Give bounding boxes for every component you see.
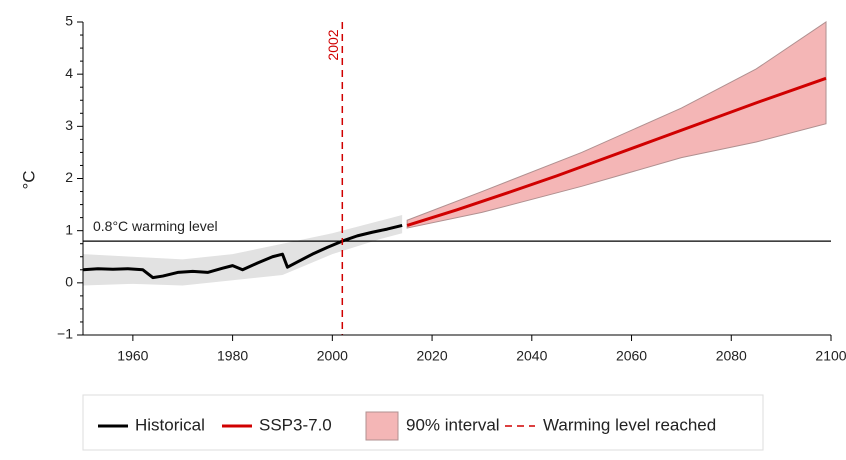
legend-label: Historical [135, 415, 205, 434]
x-tick-label: 2000 [317, 348, 348, 364]
y-tick-label: 2 [65, 169, 73, 185]
y-axis-label: °C [19, 170, 38, 189]
x-tick-label: 2100 [815, 348, 846, 364]
band [406, 21, 827, 229]
y-tick-label: 4 [65, 65, 73, 81]
legend-label: 90% interval [406, 415, 500, 434]
y-tick-label: 1 [65, 221, 73, 237]
x-tick-label: 2080 [716, 348, 747, 364]
x-tick-label: 1960 [117, 348, 148, 364]
x-tick-label: 2040 [516, 348, 547, 364]
x-tick-label: 1980 [217, 348, 248, 364]
y-tick-label: 0 [65, 274, 73, 290]
x-tick-label: 2060 [616, 348, 647, 364]
y-tick-label: 3 [65, 117, 73, 133]
y-tick-label: −1 [57, 326, 73, 342]
y-tick-label: 5 [65, 13, 73, 29]
vline-label: 2002 [325, 29, 341, 60]
warming-level-label: 0.8°C warming level [93, 218, 218, 234]
legend-label: SSP3-7.0 [259, 415, 332, 434]
legend-label: Warming level reached [543, 415, 716, 434]
x-tick-label: 2020 [416, 348, 447, 364]
band [83, 215, 403, 286]
series-line [406, 76, 827, 227]
legend-box [82, 394, 764, 451]
legend-swatch [365, 411, 399, 441]
